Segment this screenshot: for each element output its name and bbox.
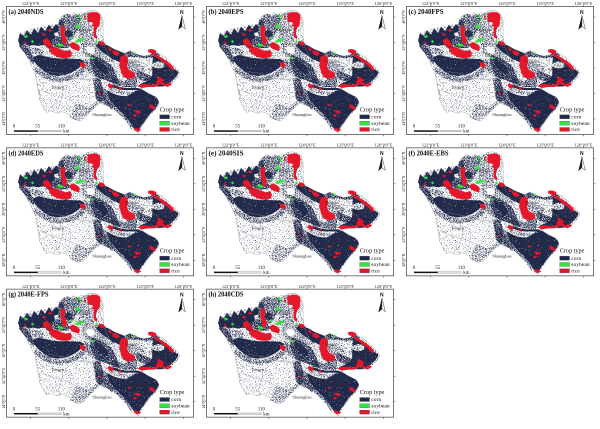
svg-text:(d) 2040EDS: (d) 2040EDS [9,149,44,157]
svg-text:(b) 2040EPS: (b) 2040EPS [209,8,244,16]
svg-text:(g) 2040E-FPS: (g) 2040E-FPS [9,291,49,299]
svg-text:(e) 2040SIS: (e) 2040SIS [209,149,244,157]
svg-text:(h) 2040CDS: (h) 2040CDS [209,291,244,299]
svg-text:(f) 2040E-EBS: (f) 2040E-EBS [409,149,449,157]
svg-text:(a) 2040NDS: (a) 2040NDS [9,8,44,16]
svg-text:(c) 2040FPS: (c) 2040FPS [409,8,444,16]
